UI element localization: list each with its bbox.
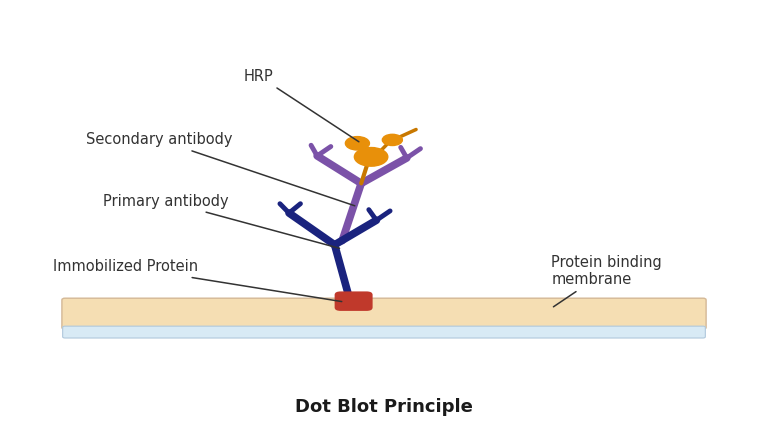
Circle shape xyxy=(354,148,388,166)
Text: Secondary antibody: Secondary antibody xyxy=(85,132,355,206)
Text: Primary antibody: Primary antibody xyxy=(103,194,339,248)
FancyBboxPatch shape xyxy=(63,326,705,338)
Text: Dot Blot Principle: Dot Blot Principle xyxy=(295,397,473,416)
FancyBboxPatch shape xyxy=(335,292,372,311)
FancyBboxPatch shape xyxy=(62,298,706,329)
Text: Protein binding
membrane: Protein binding membrane xyxy=(551,255,662,307)
Circle shape xyxy=(346,137,369,150)
Circle shape xyxy=(382,134,402,146)
Text: Immobilized Protein: Immobilized Protein xyxy=(53,259,342,302)
Text: HRP: HRP xyxy=(244,69,359,142)
